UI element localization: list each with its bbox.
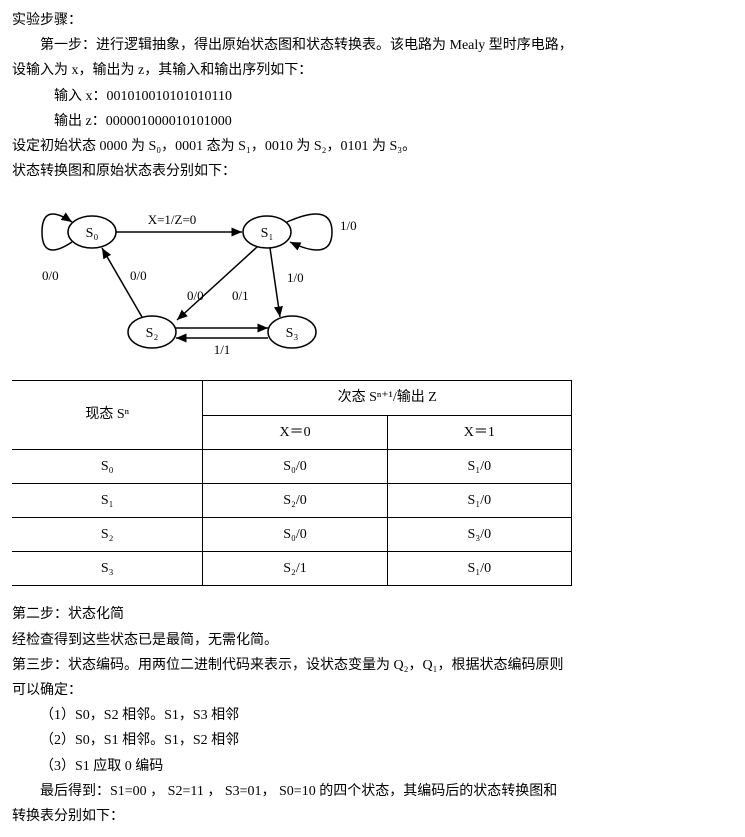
state-transition-table: 现态 Sⁿ 次态 Sⁿ⁺¹/输出 Z X＝0 X＝1 S₀ S₀/0 S₁/0 … bbox=[12, 380, 572, 586]
edge-s1-s3 bbox=[270, 248, 280, 317]
step1-line1: 第一步：进行逻辑抽象，得出原始状态图和状态转换表。该电路为 Mealy 型时序电… bbox=[12, 33, 733, 58]
table-row: S₂ S₀/0 S₃/0 bbox=[12, 518, 572, 552]
state-s3-label: S₃ bbox=[286, 326, 299, 341]
edge-s1-self-label: 1/0 bbox=[340, 218, 357, 233]
cell-x0: S₀/0 bbox=[203, 449, 387, 483]
state-definition: 设定初始状态 0000 为 S₀，0001 态为 S₁，0010 为 S₂，01… bbox=[12, 134, 733, 159]
state-s2-label: S₂ bbox=[146, 326, 159, 341]
edge-s1-s2-label: 1/0 bbox=[287, 270, 304, 285]
input-sequence: 输入 x：001010010101010110 bbox=[12, 84, 733, 109]
cell-state: S₃ bbox=[12, 552, 203, 586]
cell-state: S₀ bbox=[12, 449, 203, 483]
diagram-intro: 状态转换图和原始状态表分别如下： bbox=[12, 159, 733, 184]
state-s1-label: S₁ bbox=[261, 226, 274, 241]
cell-x1: S₁/0 bbox=[387, 552, 571, 586]
step3-line2: 可以确定： bbox=[12, 678, 733, 703]
rule-3: （3）S1 应取 0 编码 bbox=[12, 754, 733, 779]
step3-line1: 第三步：状态编码。用两位二进制代码来表示，设状态变量为 Q₂，Q₁，根据状态编码… bbox=[12, 653, 733, 678]
table-row: S₀ S₀/0 S₁/0 bbox=[12, 449, 572, 483]
th-x1: X＝1 bbox=[387, 415, 571, 449]
state-diagram: S₀ S₁ S₂ S₃ X=1/Z=0 0/0 1/0 0/0 1/0 0/0 … bbox=[32, 192, 412, 372]
cell-x0: S₀/0 bbox=[203, 518, 387, 552]
output-sequence: 输出 z：000001000010101000 bbox=[12, 109, 733, 134]
edge-s2-s3-label: 1/1 bbox=[214, 342, 231, 357]
step2-title: 第二步：状态化简 bbox=[12, 602, 733, 627]
final-line1: 最后得到：S1=00 ， S2=11 ， S3=01， S0=10 的四个状态，… bbox=[12, 779, 733, 804]
edge-s2-s0-label: 0/0 bbox=[130, 268, 147, 283]
table-row: S₃ S₂/1 S₁/0 bbox=[12, 552, 572, 586]
state-s0-label: S₀ bbox=[86, 226, 99, 241]
cell-state: S₂ bbox=[12, 518, 203, 552]
edge-s1-self bbox=[287, 214, 332, 250]
final-line2: 转换表分别如下： bbox=[12, 804, 733, 829]
edge-s0-self-label: 0/0 bbox=[42, 268, 59, 283]
cell-x1: S₁/0 bbox=[387, 449, 571, 483]
edge-mid-left bbox=[177, 247, 257, 320]
step1-line2: 设输入为 x，输出为 z，其输入和输出序列如下： bbox=[12, 58, 733, 83]
rule-1: （1）S0，S2 相邻。S1，S3 相邻 bbox=[12, 703, 733, 728]
step2-text: 经检查得到这些状态已是最简，无需化简。 bbox=[12, 628, 733, 653]
cell-x0: S₂/1 bbox=[203, 552, 387, 586]
cell-state: S₁ bbox=[12, 483, 203, 517]
th-x0: X＝0 bbox=[203, 415, 387, 449]
table-row: S₁ S₂/0 S₁/0 bbox=[12, 483, 572, 517]
edge-mid-right-label: 0/1 bbox=[232, 288, 249, 303]
section-title: 实验步骤： bbox=[12, 8, 733, 33]
edge-mid-left-label: 0/0 bbox=[187, 288, 204, 303]
cell-x0: S₂/0 bbox=[203, 483, 387, 517]
th-next-state: 次态 Sⁿ⁺¹/输出 Z bbox=[203, 381, 572, 415]
rule-2: （2）S0，S1 相邻。S1，S2 相邻 bbox=[12, 728, 733, 753]
cell-x1: S₁/0 bbox=[387, 483, 571, 517]
cell-x1: S₃/0 bbox=[387, 518, 571, 552]
edge-s0-s1-label: X=1/Z=0 bbox=[148, 212, 197, 227]
th-current-state: 现态 Sⁿ bbox=[12, 381, 203, 449]
